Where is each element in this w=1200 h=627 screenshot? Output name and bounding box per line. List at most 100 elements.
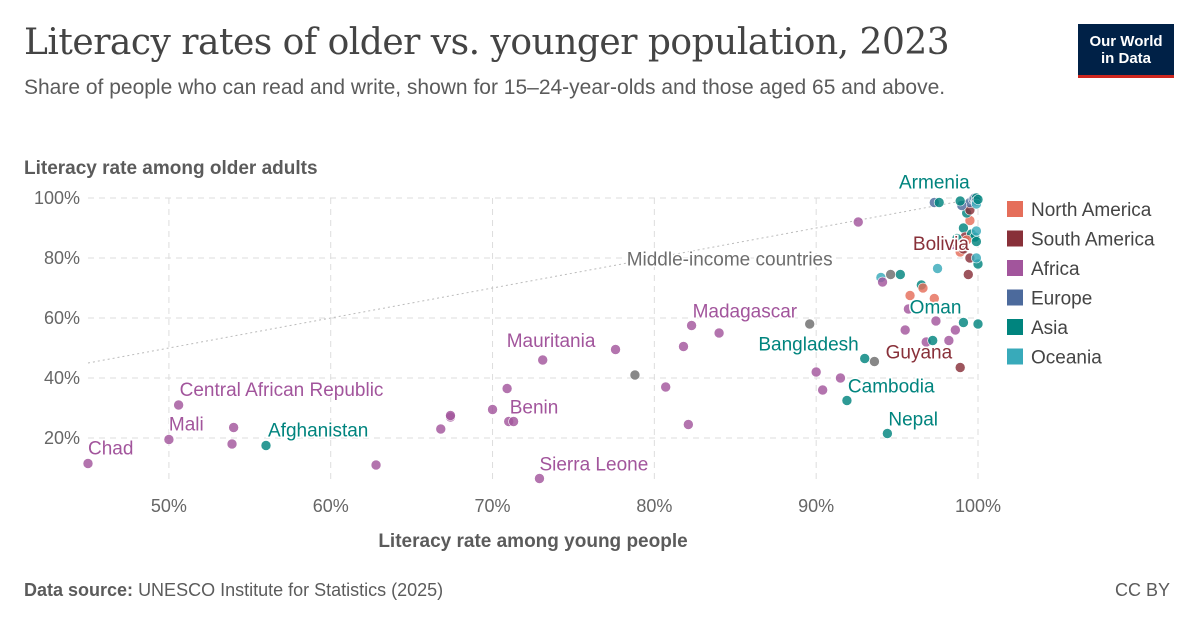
- data-point: [804, 318, 816, 330]
- data-point: [445, 410, 456, 421]
- y-tick-label: 20%: [44, 428, 80, 448]
- data-point: [971, 225, 982, 237]
- data-point: [972, 194, 984, 205]
- data-point: [932, 263, 943, 274]
- x-tick-label: 90%: [798, 496, 834, 516]
- point-label: Armenia: [899, 173, 970, 194]
- scatter-chart: Literacy rate among older adults 20% 40% 60…: [24, 158, 1155, 552]
- data-point: [534, 473, 545, 484]
- logo-line-1: Our World: [1089, 33, 1163, 50]
- data-point: [810, 366, 822, 378]
- data-point: [713, 327, 725, 339]
- data-point: [370, 459, 382, 471]
- legend-label[interactable]: North America: [1031, 200, 1152, 221]
- point-label: Afghanistan: [268, 421, 368, 442]
- data-point: [163, 434, 175, 445]
- owid-logo[interactable]: Our World in Data: [1078, 24, 1174, 78]
- legend-label[interactable]: Oceania: [1031, 348, 1102, 369]
- data-point: [835, 372, 846, 384]
- data-point: [904, 290, 916, 301]
- point-label: Oman: [910, 298, 962, 319]
- legend-label[interactable]: South America: [1031, 230, 1155, 251]
- point-label: Central African Republic: [180, 380, 384, 401]
- legend-swatch[interactable]: [1007, 289, 1023, 306]
- source-text[interactable]: UNESCO Institute for Statistics (2025): [138, 580, 444, 600]
- chart-subtitle: Share of people who can read and write, …: [24, 76, 946, 99]
- license-link[interactable]: CC BY: [1114, 580, 1170, 600]
- x-axis-label: Literacy rate among young people: [378, 531, 687, 552]
- data-point: [958, 317, 969, 328]
- data-point: [852, 216, 864, 228]
- data-point: [501, 383, 513, 394]
- data-point: [610, 344, 621, 355]
- data-point: [917, 282, 929, 294]
- x-tick-label: 70%: [475, 496, 511, 516]
- legend-swatch[interactable]: [1007, 260, 1023, 276]
- x-tick-label: 50%: [151, 496, 187, 516]
- data-point: [930, 315, 942, 327]
- data-point: [226, 438, 238, 450]
- y-tick-label: 60%: [44, 308, 80, 328]
- y-tick-label: 40%: [44, 368, 80, 388]
- data-point: [817, 384, 828, 396]
- data-point: [929, 293, 940, 304]
- data-point: [933, 197, 945, 208]
- data-point: [629, 369, 641, 381]
- data-point: [435, 423, 447, 435]
- data-point: [903, 303, 914, 315]
- data-point: [951, 233, 963, 244]
- y-tick-label: 80%: [44, 248, 80, 268]
- point-label: Benin: [510, 398, 559, 419]
- data-point: [895, 269, 906, 280]
- point-label: Middle-income countries: [627, 250, 833, 271]
- data-point: [869, 356, 880, 367]
- x-tick-label: 100%: [955, 496, 1001, 516]
- y-axis-label: Literacy rate among older adults: [24, 158, 318, 179]
- data-point: [882, 428, 893, 439]
- legend-swatch[interactable]: [1007, 230, 1023, 247]
- point-label: Sierra Leone: [539, 455, 648, 476]
- data-point: [678, 341, 689, 352]
- point-label: Mali: [169, 415, 204, 436]
- data-point: [943, 335, 955, 346]
- data-point: [877, 276, 888, 288]
- legend-swatch[interactable]: [1007, 201, 1023, 217]
- data-point: [173, 399, 184, 411]
- data-point: [487, 404, 498, 415]
- data-point: [859, 353, 871, 364]
- legend-label[interactable]: Asia: [1031, 318, 1068, 339]
- reference-line: [87, 197, 979, 364]
- point-label: Bolivia: [913, 234, 969, 255]
- data-point: [683, 419, 694, 430]
- legend-swatch[interactable]: [1007, 319, 1023, 335]
- point-label: Chad: [88, 439, 133, 460]
- point-label: Mauritania: [507, 331, 596, 352]
- data-point: [260, 440, 272, 451]
- data-point: [841, 395, 853, 406]
- data-point: [958, 243, 969, 255]
- y-tick-label: 100%: [34, 188, 80, 208]
- source-label: Data source:: [24, 580, 134, 600]
- legend-swatch[interactable]: [1007, 348, 1023, 365]
- logo-line-2: in Data: [1100, 50, 1151, 67]
- x-tick-label: 80%: [636, 496, 672, 516]
- data-point: [885, 269, 896, 280]
- point-label: Nepal: [888, 410, 938, 431]
- data-point: [971, 252, 982, 264]
- data-point: [950, 324, 961, 336]
- legend-label[interactable]: Europe: [1031, 289, 1092, 310]
- data-point: [686, 320, 697, 331]
- point-label: Bangladesh: [758, 335, 858, 356]
- point-label: Cambodia: [848, 377, 935, 398]
- chart-title: Literacy rates of older vs. younger popu…: [24, 22, 950, 63]
- data-point: [927, 335, 938, 346]
- data-point: [954, 195, 966, 207]
- data-point: [508, 416, 519, 427]
- data-point: [537, 354, 549, 366]
- x-tick-label: 60%: [313, 496, 349, 516]
- data-point: [899, 324, 911, 336]
- point-label: Guyana: [886, 343, 953, 364]
- data-point: [954, 362, 966, 373]
- point-label: Madagascar: [693, 302, 798, 323]
- legend-label[interactable]: Africa: [1031, 259, 1080, 280]
